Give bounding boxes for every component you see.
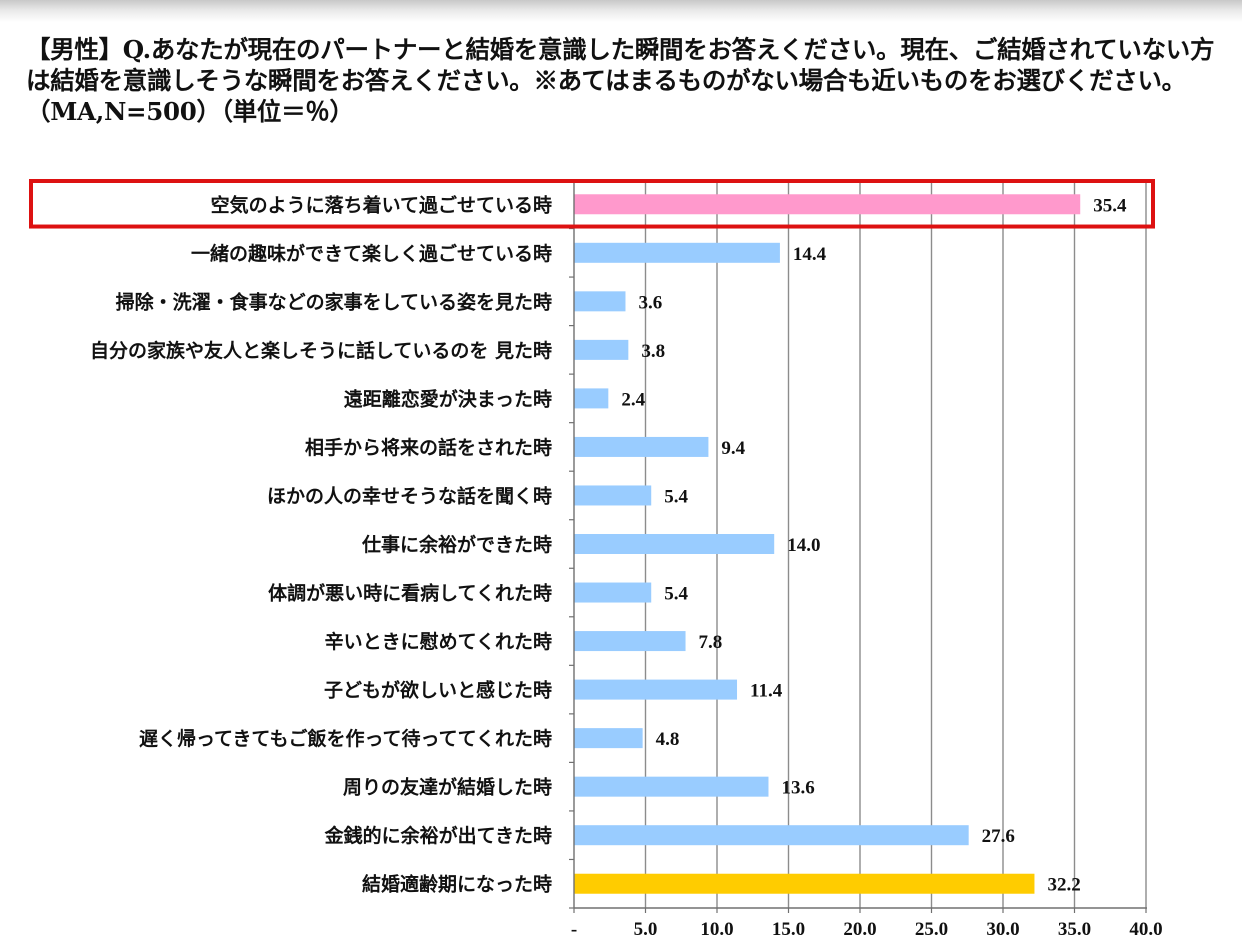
bar <box>574 485 652 506</box>
x-tick-label: 40.0 <box>1129 919 1162 940</box>
category-label: 結婚適齢期になった時 <box>362 873 552 896</box>
value-label: 14.0 <box>787 535 820 556</box>
bar <box>574 679 738 700</box>
highlight-box <box>29 179 1155 229</box>
bar-layer <box>574 194 1081 894</box>
bar <box>574 873 1035 894</box>
x-tick-label: 30.0 <box>986 919 1019 940</box>
bar <box>574 436 709 457</box>
label-layer: 空気のように落ち着いて過ごせている時 35.4 一緒の趣味ができて楽しく過ごせている… <box>90 193 1127 895</box>
bar <box>574 631 686 652</box>
x-tick-label: 10.0 <box>700 919 733 940</box>
value-label: 14.4 <box>793 244 827 265</box>
value-label: 5.4 <box>664 584 688 605</box>
value-label: 5.4 <box>664 486 688 507</box>
axis-layer: - 5.0 10.0 15.0 20.0 25.0 30.0 35.0 40.0 <box>29 179 1163 940</box>
value-label: 27.6 <box>982 826 1015 847</box>
category-label: 金銭的に余裕が出てきた時 <box>324 824 552 847</box>
question-title: 【男性】Q.あなたが現在のパートナーと結婚を意識した瞬間をお答えください。現在、… <box>26 35 1215 126</box>
bar <box>574 194 1081 215</box>
category-label: 遅く帰ってきてもご飯を作って待っててくれた時 <box>139 727 552 750</box>
value-label: 2.4 <box>621 389 645 410</box>
category-label: 一緒の趣味ができて楽しく過ごせている時 <box>191 242 552 265</box>
bar <box>574 291 626 312</box>
value-label: 11.4 <box>750 681 783 702</box>
top-shadow <box>0 0 1242 22</box>
bar <box>574 339 629 360</box>
x-tick-label: 25.0 <box>915 919 948 940</box>
bar <box>574 728 643 749</box>
bar <box>574 388 609 409</box>
x-tick-label: 20.0 <box>843 919 876 940</box>
category-label: 自分の家族や友人と楽しそうに話しているのを 見た時 <box>90 339 552 362</box>
x-tick-label: - <box>571 919 577 940</box>
category-label: 体調が悪い時に看病してくれた時 <box>268 582 552 605</box>
category-label: 相手から将来の話をされた時 <box>305 436 552 459</box>
value-label: 9.4 <box>721 438 745 459</box>
bar <box>574 582 652 603</box>
value-label: 32.2 <box>1047 875 1080 896</box>
category-label: 周りの友達が結婚した時 <box>343 776 552 799</box>
category-label: 掃除・洗濯・食事などの家事をしている姿を見た時 <box>116 290 552 313</box>
value-label: 3.8 <box>641 341 665 362</box>
bar <box>574 776 769 797</box>
bar <box>574 534 775 554</box>
x-tick-label: 35.0 <box>1058 919 1091 940</box>
category-label: 子どもが欲しいと感じた時 <box>324 679 552 702</box>
value-label: 4.8 <box>656 729 680 750</box>
x-tick-label: 15.0 <box>772 919 805 940</box>
x-tick-label: 5.0 <box>634 919 658 940</box>
value-label: 13.6 <box>781 778 814 799</box>
category-label: ほかの人の幸せそうな話を聞く時 <box>267 484 552 507</box>
bar <box>574 242 780 263</box>
category-label: 辛いときに慰めてくれた時 <box>325 630 552 653</box>
bar <box>574 825 969 846</box>
category-label: 仕事に余裕ができた時 <box>361 533 552 556</box>
category-label: 空気のように落ち着いて過ごせている時 <box>211 193 552 216</box>
value-label: 7.8 <box>699 632 723 653</box>
value-label: 35.4 <box>1093 195 1127 216</box>
category-label: 遠距離恋愛が決まった時 <box>344 387 552 410</box>
value-label: 3.6 <box>638 292 662 313</box>
